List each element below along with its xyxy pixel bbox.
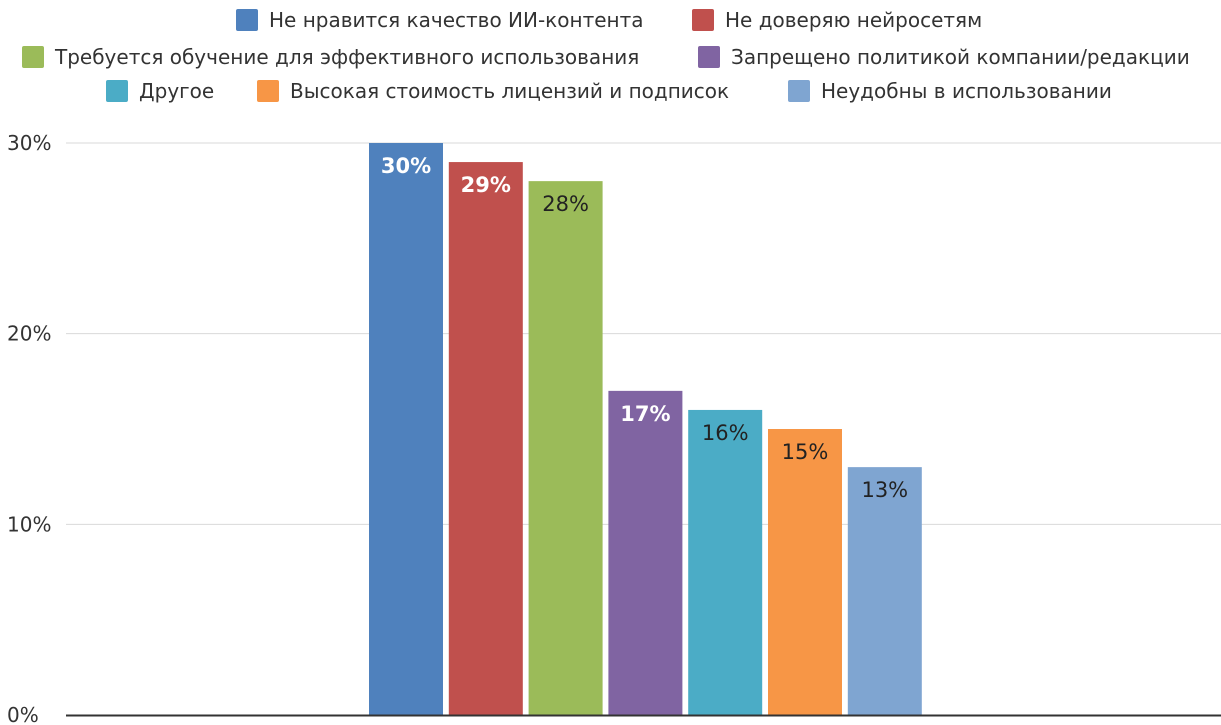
bar-data-label: 28% bbox=[542, 192, 589, 216]
bar bbox=[369, 143, 443, 715]
bar-data-label: 17% bbox=[620, 402, 670, 426]
bar-data-label: 15% bbox=[782, 440, 829, 464]
legend-label: Требуется обучение для эффективного испо… bbox=[54, 45, 639, 69]
legend-swatch bbox=[257, 80, 279, 102]
bar-data-label: 30% bbox=[381, 154, 431, 178]
legend-swatch bbox=[236, 9, 258, 31]
legend-label: Не нравится качество ИИ-контента bbox=[269, 8, 644, 32]
bar bbox=[688, 410, 762, 715]
bar bbox=[848, 467, 922, 715]
bars bbox=[369, 143, 922, 715]
y-tick-label: 30% bbox=[7, 131, 51, 155]
bar bbox=[529, 181, 603, 715]
legend-label: Другое bbox=[139, 79, 214, 103]
bar bbox=[608, 391, 682, 715]
y-tick-label: 0% bbox=[7, 703, 39, 725]
y-tick-label: 20% bbox=[7, 322, 51, 346]
bar-data-label: 13% bbox=[861, 478, 908, 502]
y-tick-label: 10% bbox=[7, 512, 51, 536]
legend-swatch bbox=[106, 80, 128, 102]
legend-label: Неудобны в использовании bbox=[821, 79, 1112, 103]
y-axis: 0% 10% 20% 30% bbox=[7, 131, 51, 725]
legend-label: Запрещено политикой компании/редакции bbox=[731, 45, 1190, 69]
legend-swatch bbox=[698, 46, 720, 68]
legend-swatch bbox=[22, 46, 44, 68]
legend-label: Высокая стоимость лицензий и подписок bbox=[290, 79, 729, 103]
legend: Не нравится качество ИИ-контента Не довер… bbox=[22, 8, 1190, 103]
legend-swatch bbox=[788, 80, 810, 102]
bar bbox=[768, 429, 842, 715]
legend-label: Не доверяю нейросетям bbox=[725, 8, 982, 32]
bar-data-label: 29% bbox=[461, 173, 511, 197]
bar bbox=[449, 162, 523, 715]
bar-data-label: 16% bbox=[702, 421, 749, 445]
legend-swatch bbox=[692, 9, 714, 31]
